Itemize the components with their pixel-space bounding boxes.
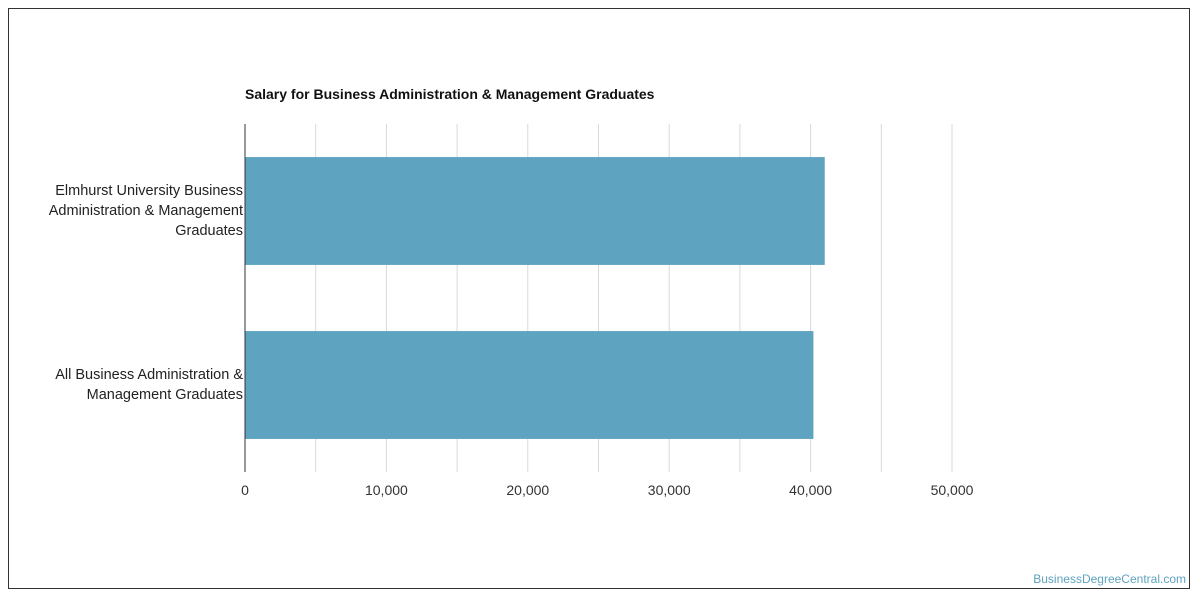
x-tick-label: 10,000 (365, 482, 408, 498)
bars (245, 157, 825, 439)
category-label: Elmhurst University Business Administrat… (48, 183, 243, 239)
x-tick-label: 30,000 (648, 482, 691, 498)
x-tick-label: 20,000 (506, 482, 549, 498)
chart-title: Salary for Business Administration & Man… (245, 86, 655, 102)
x-tick-label: 0 (241, 482, 249, 498)
x-tick-label: 40,000 (789, 482, 832, 498)
x-tick-labels: 0 10,000 20,000 30,000 40,000 50,000 (241, 482, 974, 498)
bar (245, 331, 814, 439)
category-label: All Business Administration & Management… (55, 367, 243, 403)
chart-frame (8, 8, 1190, 589)
site-credit-link[interactable]: BusinessDegreeCentral.com (1033, 572, 1186, 586)
x-tick-label: 50,000 (931, 482, 974, 498)
bar (245, 157, 825, 265)
